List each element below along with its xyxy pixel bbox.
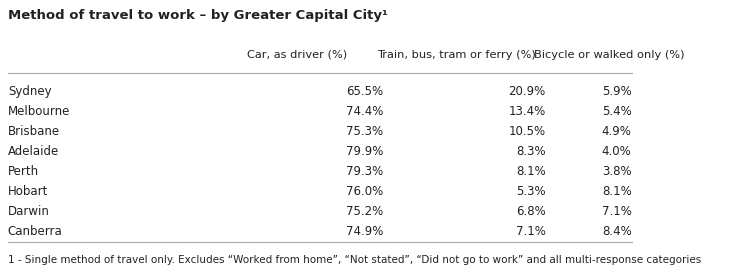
Text: 6.8%: 6.8%	[516, 205, 546, 218]
Text: Canberra: Canberra	[8, 224, 63, 237]
Text: 79.3%: 79.3%	[346, 165, 383, 178]
Text: 8.4%: 8.4%	[602, 224, 632, 237]
Text: 1 - Single method of travel only. Excludes “Worked from home”, “Not stated”, “Di: 1 - Single method of travel only. Exclud…	[8, 255, 701, 265]
Text: 8.3%: 8.3%	[516, 145, 546, 158]
Text: Hobart: Hobart	[8, 185, 48, 198]
Text: 76.0%: 76.0%	[346, 185, 383, 198]
Text: 4.0%: 4.0%	[602, 145, 632, 158]
Text: 74.9%: 74.9%	[346, 224, 383, 237]
Text: Perth: Perth	[8, 165, 39, 178]
Text: 7.1%: 7.1%	[602, 205, 632, 218]
Text: Sydney: Sydney	[8, 85, 51, 98]
Text: 3.8%: 3.8%	[602, 165, 632, 178]
Text: 75.3%: 75.3%	[346, 125, 383, 138]
Text: 79.9%: 79.9%	[346, 145, 383, 158]
Text: Car, as driver (%): Car, as driver (%)	[247, 50, 348, 60]
Text: Bicycle or walked only (%): Bicycle or walked only (%)	[534, 50, 685, 60]
Text: 75.2%: 75.2%	[346, 205, 383, 218]
Text: 8.1%: 8.1%	[516, 165, 546, 178]
Text: Brisbane: Brisbane	[8, 125, 60, 138]
Text: Method of travel to work – by Greater Capital City¹: Method of travel to work – by Greater Ca…	[8, 9, 388, 22]
Text: 5.9%: 5.9%	[602, 85, 632, 98]
Text: 13.4%: 13.4%	[508, 105, 546, 118]
Text: 7.1%: 7.1%	[516, 224, 546, 237]
Text: Adelaide: Adelaide	[8, 145, 59, 158]
Text: Darwin: Darwin	[8, 205, 50, 218]
Text: 65.5%: 65.5%	[346, 85, 383, 98]
Text: Train, bus, tram or ferry (%): Train, bus, tram or ferry (%)	[377, 50, 536, 60]
Text: 74.4%: 74.4%	[346, 105, 383, 118]
Text: 5.3%: 5.3%	[516, 185, 546, 198]
Text: 4.9%: 4.9%	[602, 125, 632, 138]
Text: 10.5%: 10.5%	[508, 125, 546, 138]
Text: Melbourne: Melbourne	[8, 105, 70, 118]
Text: 8.1%: 8.1%	[602, 185, 632, 198]
Text: 20.9%: 20.9%	[508, 85, 546, 98]
Text: 5.4%: 5.4%	[602, 105, 632, 118]
